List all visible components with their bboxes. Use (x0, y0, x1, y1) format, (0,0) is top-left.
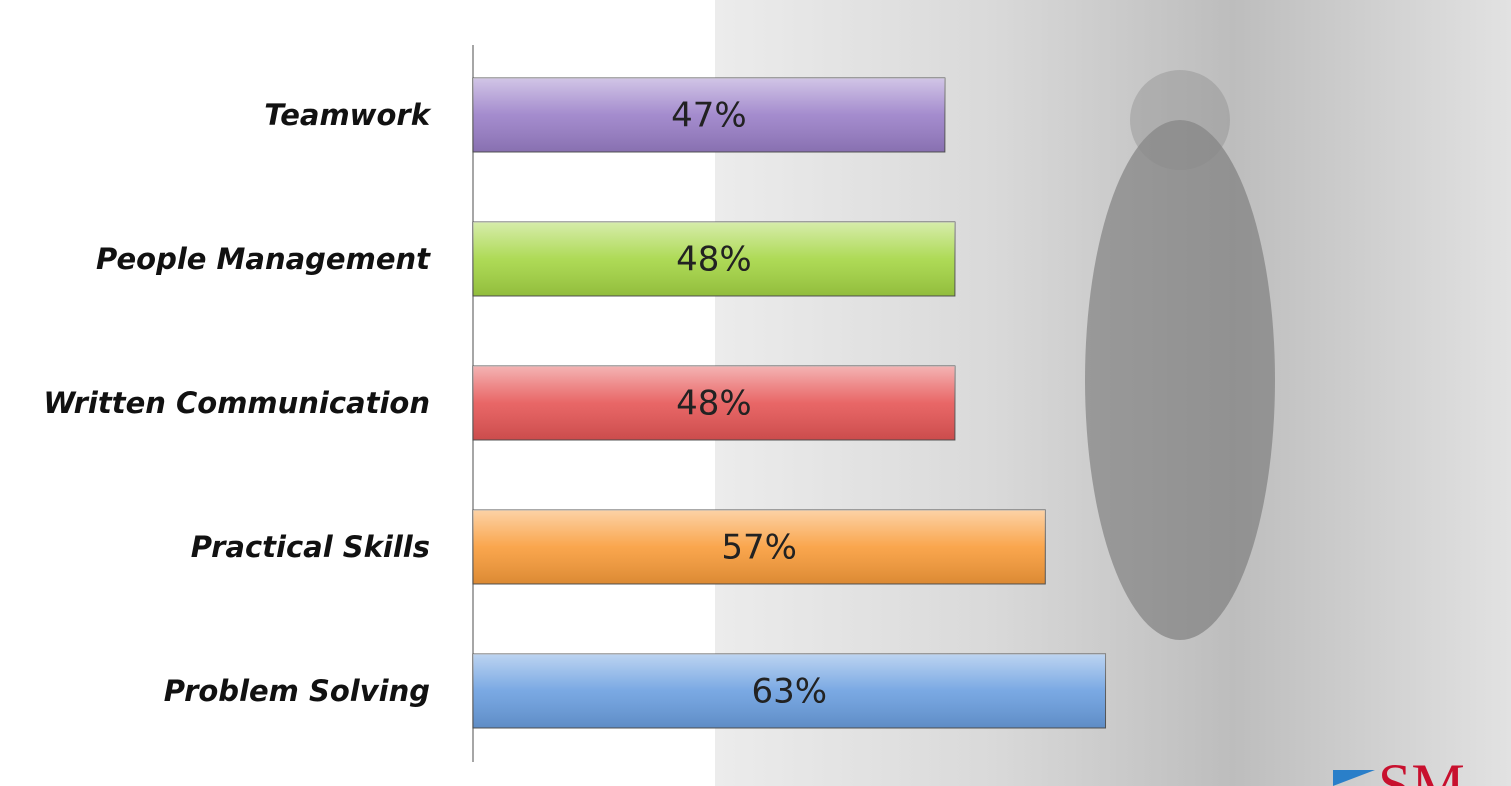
category-label: Teamwork (264, 98, 432, 132)
value-label: 48% (676, 384, 752, 424)
figure-silhouette (1085, 120, 1275, 640)
category-label: Problem Solving (164, 674, 430, 708)
bar-shine (473, 366, 955, 440)
logo-mark (1333, 770, 1375, 786)
figure-head (1130, 70, 1230, 170)
bar-shine (473, 78, 945, 152)
category-label: Practical Skills (191, 530, 430, 564)
value-label: 63% (751, 672, 827, 712)
bar-shine (473, 510, 1046, 584)
value-label: 48% (676, 240, 752, 280)
value-label: 57% (721, 528, 797, 568)
category-label: Written Communication (43, 386, 430, 420)
category-label: People Management (96, 242, 431, 276)
bar-shine (473, 222, 955, 296)
bar-shine (473, 654, 1106, 728)
logo-text: SM (1378, 752, 1465, 786)
value-label: 47% (671, 96, 747, 136)
